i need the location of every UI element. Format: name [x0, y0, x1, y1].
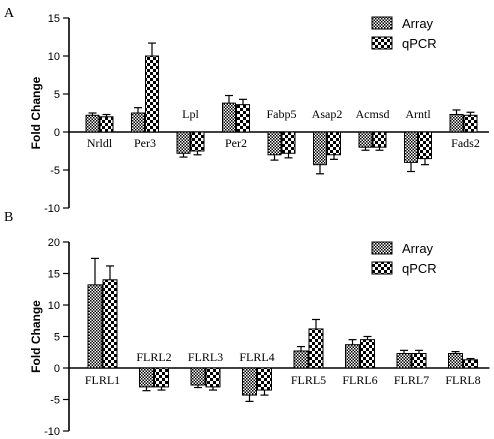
- panel-b-bar-qpcr: [411, 353, 427, 369]
- panel-a-category-label: Nrldl: [87, 136, 113, 150]
- panel-a-bar-qpcr: [236, 104, 250, 133]
- panel-b-category-label: FLRL5: [291, 373, 326, 387]
- panel-a-legend-swatch-qpcr: [371, 36, 393, 50]
- panel-b-category-label: FLRL7: [394, 373, 429, 387]
- panel-b-category-label: FLRL2: [136, 350, 171, 364]
- panel-b-bar-array: [242, 367, 257, 396]
- panel-a-y-tick-label: 15: [48, 13, 60, 25]
- panel-b-y-tick-label: 5: [54, 332, 60, 344]
- panel-b-y-tick-label: 0: [54, 363, 60, 375]
- panel-a-bar-qpcr: [281, 131, 296, 154]
- panel-a-category-label: Fabp5: [267, 107, 297, 121]
- panel-b-bar-array: [293, 350, 309, 369]
- panel-b-y-tick-label: 20: [48, 237, 60, 249]
- panel-b-bar-qpcr: [102, 279, 118, 369]
- panel-a-category-label: Arntl: [405, 107, 431, 121]
- panel-a-bar-array: [222, 102, 236, 133]
- panel-a-bar-array: [176, 131, 191, 154]
- panel-b-category-label: FLRL1: [85, 373, 120, 387]
- panel-a-category-label: Per2: [225, 136, 247, 150]
- panel-a-bar-array: [267, 131, 282, 156]
- panel-a-y-tick-label: 0: [54, 127, 60, 139]
- panel-a-bar-qpcr: [463, 114, 478, 133]
- panel-a-legend-label-qpcr: qPCR: [402, 36, 437, 51]
- panel-b-y-tick-label: 15: [48, 269, 60, 281]
- panel-a-y-tick-label: -10: [44, 203, 60, 215]
- panel-a-bar-qpcr: [372, 131, 387, 148]
- panel-a-label: A: [4, 6, 15, 21]
- panel-b-bar-array: [345, 344, 360, 369]
- panel-b-y-tick-label: 10: [48, 300, 60, 312]
- panel-b-bar-qpcr: [308, 328, 324, 369]
- panel-b-bar-array: [448, 353, 463, 369]
- panel-b-category-label: FLRL6: [342, 373, 377, 387]
- panel-a-bar-qpcr: [99, 116, 114, 133]
- panel-a-bar-array: [85, 114, 100, 133]
- panel-b-bar-qpcr: [257, 367, 272, 391]
- panel-b-legend-label-qpcr: qPCR: [402, 261, 437, 276]
- panel-a-category-label: Lpl: [182, 107, 199, 121]
- panel-a-bar-qpcr: [327, 131, 341, 156]
- panel-a-y-tick-label: 10: [48, 51, 60, 63]
- panel-a-category-label: Asap2: [312, 107, 343, 121]
- panel-a-group: A -10 -5 0 5 10 15 Fold Change Nrldl Per3 Lpl Per2 F…: [4, 6, 489, 215]
- panel-a-legend-label-array: Array: [402, 16, 434, 31]
- panel-b-y-axis-title: Fold Change: [29, 300, 43, 373]
- panel-b-legend-label-array: Array: [402, 241, 434, 256]
- panel-b-y-tick-label: -5: [50, 395, 60, 407]
- panel-b-bar-array: [87, 284, 103, 369]
- panel-a-bar-array: [131, 112, 145, 133]
- panel-b-bar-array: [139, 367, 154, 388]
- panel-b-group: B -10 -5 0 5 10 15 20 Fold Change FLRL1 FLRL2 FLRL3…: [4, 210, 490, 438]
- panel-b-category-label: FLRL4: [239, 350, 274, 364]
- panel-a-bar-qpcr: [190, 131, 205, 152]
- panel-b-legend-swatch-array: [371, 241, 393, 255]
- panel-b-bar-qpcr: [360, 339, 375, 369]
- panel-a-bar-array: [404, 131, 418, 163]
- panel-a-category-label: Fads2: [451, 136, 480, 150]
- panel-b-bar-qpcr: [463, 359, 478, 369]
- panel-b-bar-qpcr: [205, 367, 221, 388]
- panel-a-bar-array: [313, 131, 327, 166]
- panel-a-bar-qpcr: [145, 55, 159, 133]
- panel-a-category-label: Per3: [134, 136, 156, 150]
- panel-a-category-label: Acmsd: [356, 107, 390, 121]
- panel-b-legend-swatch-qpcr: [371, 261, 393, 275]
- panel-a-legend-swatch-array: [371, 16, 393, 30]
- panel-a-y-tick-label: -5: [50, 165, 60, 177]
- panel-b-bar-array: [190, 367, 206, 386]
- panel-b-y-tick-label: -10: [44, 426, 60, 438]
- panel-b-category-label: FLRL8: [445, 373, 480, 387]
- panel-a-y-axis-title: Fold Change: [29, 76, 43, 149]
- panel-b-bar-array: [396, 353, 412, 369]
- panel-b-category-label: FLRL3: [188, 350, 223, 364]
- panel-b-label: B: [4, 210, 13, 225]
- panel-a-y-tick-label: 5: [54, 89, 60, 101]
- panel-a-bar-array: [449, 114, 464, 133]
- panel-a-bar-array: [358, 131, 373, 148]
- panel-a-bar-qpcr: [418, 131, 432, 160]
- panel-b-bar-qpcr: [154, 367, 169, 388]
